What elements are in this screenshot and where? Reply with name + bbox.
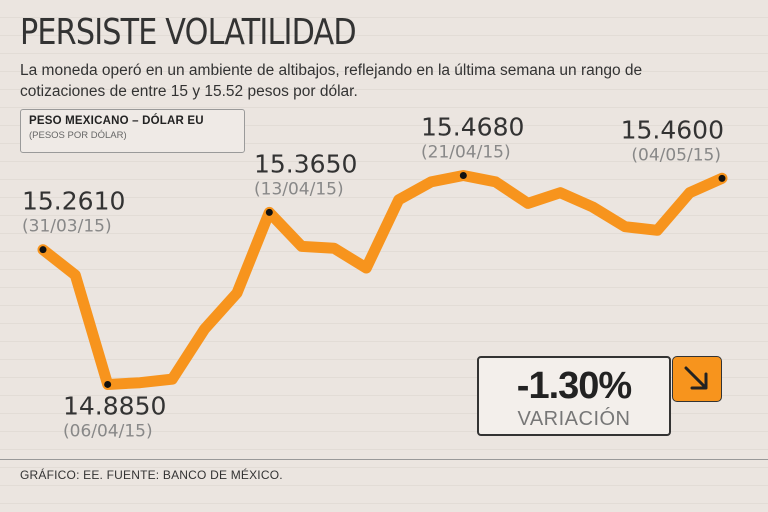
variation-label: VARIACIÓN bbox=[517, 408, 631, 430]
data-label-date: (06/04/15) bbox=[63, 421, 153, 441]
data-label-date: (13/04/15) bbox=[254, 179, 344, 199]
data-label-value: 15.4600 bbox=[621, 115, 724, 144]
data-label-value: 15.4680 bbox=[421, 112, 524, 141]
data-point-marker bbox=[459, 171, 467, 179]
variation-box: -1.30% VARIACIÓN bbox=[477, 356, 671, 436]
data-point-marker bbox=[265, 208, 273, 216]
data-label-date: (04/05/15) bbox=[631, 145, 721, 165]
data-label-value: 15.2610 bbox=[22, 187, 125, 216]
footer-divider bbox=[0, 459, 768, 460]
data-point-marker bbox=[39, 246, 47, 254]
data-point-marker bbox=[718, 174, 726, 182]
legend-subtitle: (PESOS POR DÓLAR) bbox=[29, 130, 127, 141]
page-subtitle: La moneda operó en un ambiente de altiba… bbox=[20, 62, 643, 100]
data-label-date: (31/03/15) bbox=[22, 217, 112, 237]
arrow-down-right-icon bbox=[672, 356, 722, 402]
data-label-date: (21/04/15) bbox=[421, 142, 511, 162]
series-line bbox=[37, 170, 728, 390]
page-title: PERSISTE VOLATILIDAD bbox=[20, 12, 357, 53]
data-point-marker bbox=[104, 380, 112, 388]
data-label-value: 15.3650 bbox=[254, 149, 357, 178]
legend-box: PESO MEXICANO – DÓLAR EU (PESOS POR DÓLA… bbox=[20, 109, 245, 153]
data-label-value: 14.8850 bbox=[63, 391, 166, 420]
source-note: GRÁFICO: EE. FUENTE: BANCO DE MÉXICO. bbox=[20, 468, 283, 482]
variation-value: -1.30% bbox=[516, 365, 632, 407]
legend-title: PESO MEXICANO – DÓLAR EU bbox=[29, 115, 204, 127]
